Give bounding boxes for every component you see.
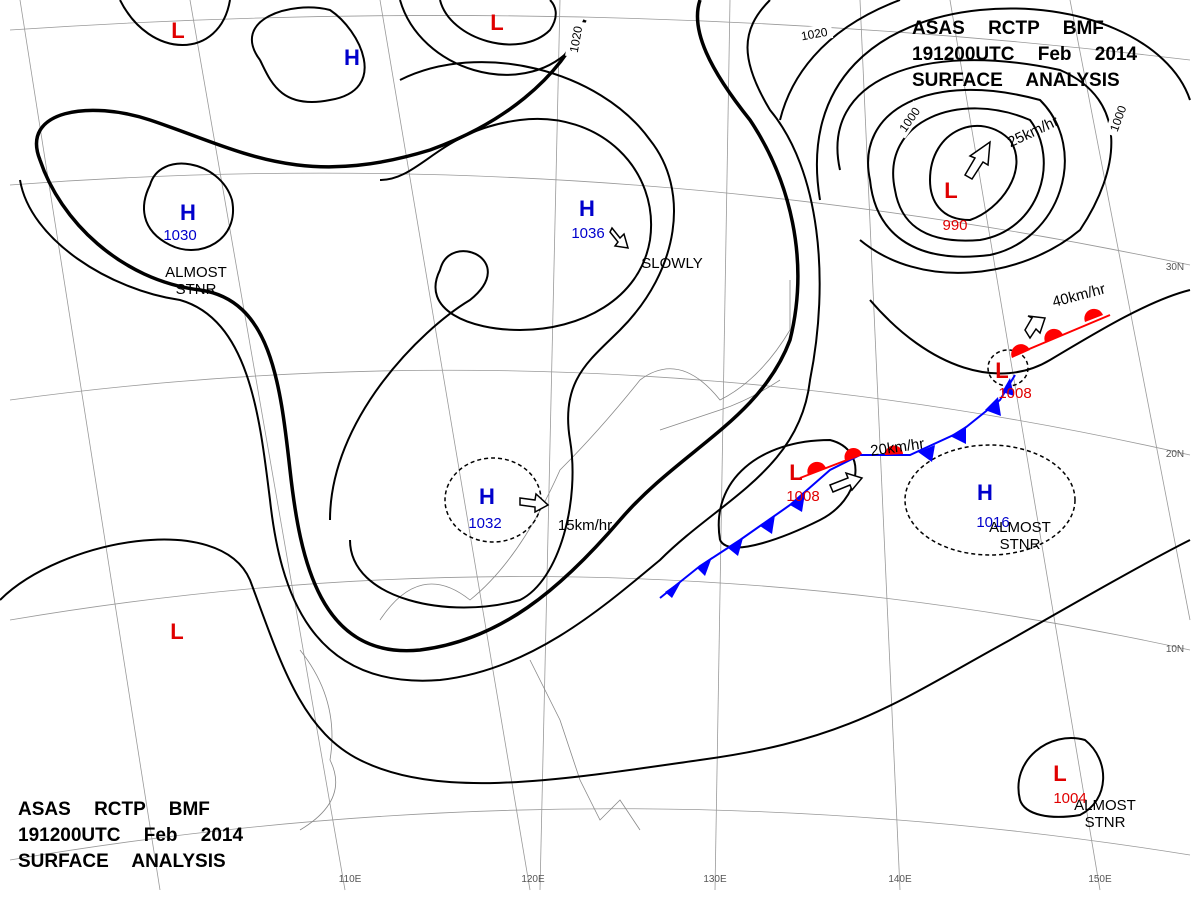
isobar-label: 1020 xyxy=(800,25,829,43)
system-symbol: L xyxy=(995,358,1008,383)
title-line: 191200UTC Feb 2014 xyxy=(18,825,243,846)
annotation: SLOWLY xyxy=(641,255,702,272)
annotation: ALMOST xyxy=(165,264,227,281)
system-pressure: 1036 xyxy=(571,225,604,242)
system-pressure: 1008 xyxy=(786,488,819,505)
motion-arrows xyxy=(519,140,1047,514)
motion-speed: 15km/hr xyxy=(558,517,612,534)
system-symbol: L xyxy=(171,18,184,43)
system-symbol: H xyxy=(180,200,196,225)
title-line: ASAS RCTP BMF xyxy=(912,18,1104,39)
isobar-label-bg xyxy=(795,23,834,45)
graticule-label: 20N xyxy=(1166,449,1184,460)
graticule-label: 150E xyxy=(1088,874,1112,885)
annotation: ALMOST xyxy=(1074,797,1136,814)
title-line: SURFACE ANALYSIS xyxy=(912,70,1120,91)
system-symbol: H xyxy=(579,196,595,221)
system-pressure: 990 xyxy=(942,217,967,234)
title-line: ASAS RCTP BMF xyxy=(18,799,210,820)
system-symbol: L xyxy=(1053,761,1066,786)
graticule-label: 10N xyxy=(1166,644,1184,655)
graticule-label: 30N xyxy=(1166,262,1184,273)
graticule-label: 140E xyxy=(888,874,912,885)
annotation: STNR xyxy=(176,281,217,298)
graticule-label: 130E xyxy=(703,874,727,885)
graticule xyxy=(9,0,1191,891)
system-symbol: L xyxy=(170,619,183,644)
cold-front xyxy=(659,374,1016,599)
title-line: 191200UTC Feb 2014 xyxy=(912,44,1137,65)
isobar-label: 1020 xyxy=(567,25,585,54)
system-pressure: 1032 xyxy=(468,515,501,532)
system-symbol: H xyxy=(479,484,495,509)
system-pressure: 1008 xyxy=(998,385,1031,402)
system-symbol: H xyxy=(344,45,360,70)
isobar-label-bg xyxy=(1104,98,1131,138)
annotation: ALMOST xyxy=(989,519,1051,536)
isobars xyxy=(0,0,1191,818)
isobar-label-bg xyxy=(892,100,926,139)
coastlines xyxy=(299,280,791,831)
system-pressure: 1016 xyxy=(976,514,1009,531)
system-pressure: 1004 xyxy=(1053,790,1086,807)
system-symbol: L xyxy=(944,178,957,203)
annotation: STNR xyxy=(1085,814,1126,831)
graticule-label: 120E xyxy=(521,874,545,885)
title-line: SURFACE ANALYSIS xyxy=(18,851,226,872)
system-symbol: L xyxy=(789,460,802,485)
system-symbol: H xyxy=(977,480,993,505)
system-symbol: L xyxy=(490,10,503,35)
isobar-label-bg xyxy=(565,20,587,59)
system-pressure: 1030 xyxy=(163,227,196,244)
warm-front xyxy=(799,308,1111,479)
annotation: STNR xyxy=(1000,536,1041,553)
graticule-label: 110E xyxy=(339,874,362,885)
